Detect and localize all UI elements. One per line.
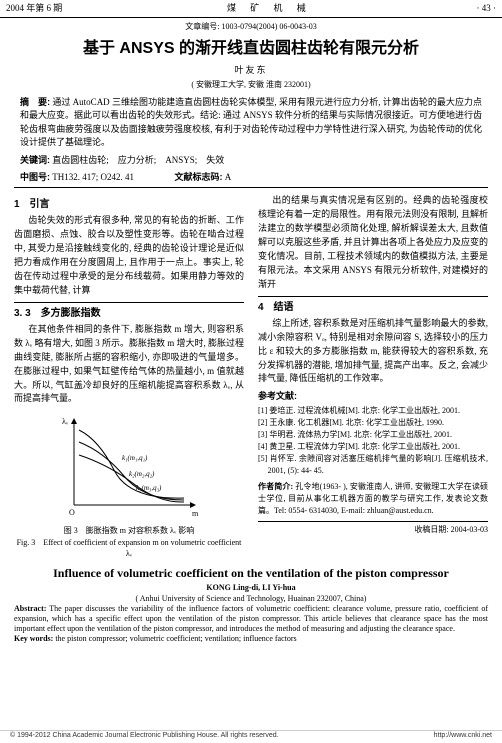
doc-label: 文献标志码: [175,172,223,182]
svg-text:m: m [192,509,199,518]
page-header: 2004 年第 6 期 煤 矿 机 械 · 43 · [0,0,502,18]
svg-text:k₂(m₂,q₂): k₂(m₂,q₂) [129,470,155,478]
abstract-label: 摘 要: [20,97,50,107]
sec1-heading: 1 引言 [14,198,244,212]
bio-text: 孔令地(1963- ), 安徽淮南人, 讲师, 安徽理工大学在读硕士学位, 目前… [258,482,488,515]
page-num: · 43 · [477,2,497,15]
doc-val: A [225,172,232,182]
en-title: Influence of volumetric coefficient on t… [0,565,502,582]
classification: 中图号: TH132. 417; O242. 41 文献标志码: A [0,171,502,184]
en-affil: ( Anhui University of Science and Techno… [0,593,502,604]
article-title: 基于 ANSYS 的渐开线直齿圆柱齿轮有限元分析 [0,38,502,60]
received-date: 收稿日期: 2004-03-03 [258,524,488,535]
article-code: 文章编号: 1003-0794(2004) 06-0043-03 [0,21,502,32]
cls-label: 中图号: [20,172,50,182]
ref-item: [5] 肖怀军. 余隙间容对活塞压缩机排气量的影响[J]. 压缩机技术, 200… [258,453,488,477]
refs-list: [1] 姜培正. 过程流体机械[M]. 北京: 化学工业出版社, 2001.[2… [258,405,488,477]
author-bio: 作者简介: 孔令地(1963- ), 安徽淮南人, 讲师, 安徽理工大学在读硕士… [258,481,488,517]
abstract-text: 通过 AutoCAD 三维绘图功能建造直齿圆柱齿轮实体模型, 采用有限元进行应力… [20,97,482,148]
sec33-text: 在其他条件相同的条件下, 膨胀指数 m 增大, 则容积系数 λᵥ 略有增大, 如… [14,323,244,407]
ref-item: [1] 姜培正. 过程流体机械[M]. 北京: 化学工业出版社, 2001. [258,405,488,417]
sec4-text: 综上所述, 容积系数是对压缩机排气量影响最大的参数, 减小余隙容积 Vₒ, 特别… [258,317,488,387]
cls-val: TH132. 417; O242. 41 [52,172,134,182]
keywords-label: 关键词: [20,155,50,165]
en-kw-text: the piston compressor; volumetric coeffi… [55,634,296,643]
en-keywords: Key words: the piston compressor; volume… [0,634,502,644]
chart-svg: λᵥ m Ok₁(m₁,q₁) k₂(m₂,q₂) k₃(m₃,q₃) [54,410,204,520]
sec33-heading: 3. 3 多方膨胀指数 [14,307,244,321]
en-kw-label: Key words: [14,634,53,643]
ref-item: [3] 华明君. 流体热力学[M]. 北京: 化学工业出版社, 2001. [258,429,488,441]
footer-url: http://www.cnki.net [434,731,492,741]
affiliation: ( 安徽理工大学, 安徽 淮南 232001) [0,79,502,90]
keywords-text: 直齿圆柱齿轮; 应力分析; ANSYS; 失效 [52,155,224,165]
fig3-caption-cn: 图 3 膨胀指数 m 对容积系数 λᵥ 影响 [14,526,244,536]
en-abstract: Abstract: The paper discusses the variab… [0,604,502,634]
author: 叶友东 [0,64,502,77]
svg-text:O: O [69,508,75,517]
en-abs-label: Abstract: [14,604,46,613]
abstract-block: 摘 要: 通过 AutoCAD 三维绘图功能建造直齿圆柱齿轮实体模型, 采用有限… [0,96,502,150]
ref-item: [2] 王永康. 化工机器[M]. 北京: 化学工业出版社, 1990. [258,417,488,429]
keywords-block: 关键词: 直齿圆柱齿轮; 应力分析; ANSYS; 失效 [0,154,502,167]
refs-heading: 参考文献: [258,390,488,403]
copyright: © 1994-2012 China Academic Journal Elect… [10,731,279,741]
ref-item: [4] 黄卫星. 工程流体力学[M]. 北京: 化学工业出版社, 2001. [258,441,488,453]
page-footer: © 1994-2012 China Academic Journal Elect… [0,730,502,741]
svg-text:k₁(m₁,q₁): k₁(m₁,q₁) [122,454,148,462]
figure-3: λᵥ m Ok₁(m₁,q₁) k₂(m₂,q₂) k₃(m₃,q₃) [14,410,244,524]
sec4-heading: 4 结语 [258,301,488,315]
en-abs-text: The paper discusses the variability of t… [14,604,488,633]
fig3-caption-en: Fig. 3 Effect of coefficient of expansio… [14,538,244,559]
bio-label: 作者简介: [258,482,293,491]
en-authors: KONG Ling-di, LI Yi-hua [0,582,502,593]
left-column: 1 引言 齿轮失效的形式有很多种, 常见的有轮齿的折断、工作齿面磨损、点蚀、胶合… [14,194,244,559]
right-top-text: 出的结果与真实情况是有区别的。经典的齿轮强度校核理论有着一定的局限性。用有限元法… [258,194,488,292]
body-columns: 1 引言 齿轮失效的形式有很多种, 常见的有轮齿的折断、工作齿面磨损、点蚀、胶合… [0,194,502,559]
issue: 2004 年第 6 期 [6,2,62,15]
svg-text:k₃(m₃,q₃): k₃(m₃,q₃) [136,484,162,492]
divider [14,187,488,188]
right-column: 出的结果与真实情况是有区别的。经典的齿轮强度校核理论有着一定的局限性。用有限元法… [258,194,488,559]
sec1-text: 齿轮失效的形式有很多种, 常见的有轮齿的折断、工作齿面磨损、点蚀、胶合以及塑性变… [14,214,244,298]
journal-name: 煤 矿 机 械 [227,2,312,15]
svg-text:λᵥ: λᵥ [62,417,69,426]
